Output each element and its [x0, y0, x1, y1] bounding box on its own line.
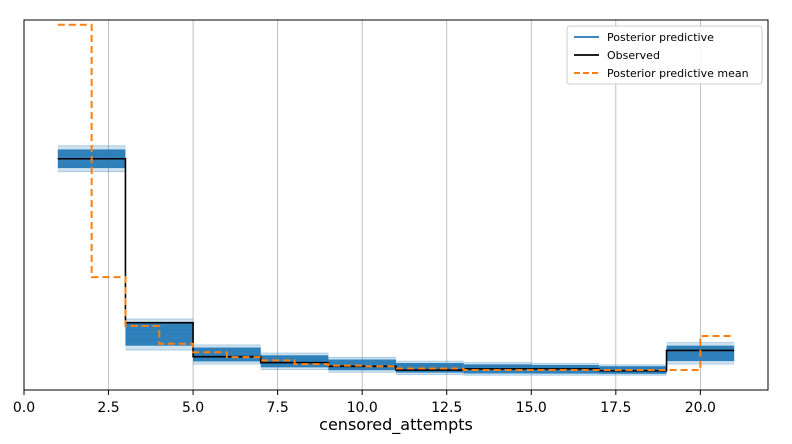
posterior-predictive-mean-line	[57, 23, 735, 372]
x-tick-label-4: 10.0	[347, 400, 378, 416]
x-tick-label-8: 20.0	[685, 400, 716, 416]
legend-box	[566, 25, 763, 85]
legend-label-posterior-predictive-mean: Posterior predictive mean	[607, 67, 749, 80]
posterior-predictive-core-4	[328, 359, 396, 371]
x-tick-label-3: 7.5	[267, 400, 289, 416]
x-axis: 0.0 2.5 5.0 7.5 10.0 12.5 15.0 17.5 20.0	[13, 390, 716, 416]
plot-area-frame	[23, 19, 769, 391]
x-tick-label-7: 17.5	[600, 400, 631, 416]
x-tick-label-5: 12.5	[431, 400, 462, 416]
legend: Posterior predictive Observed Posterior …	[566, 25, 763, 85]
x-tick-label-2: 5.0	[182, 400, 204, 416]
x-tick-label-1: 2.5	[97, 400, 119, 416]
x-tick-label-0: 0.0	[13, 400, 35, 416]
legend-label-posterior-predictive: Posterior predictive	[607, 31, 714, 44]
x-tick-label-6: 15.0	[516, 400, 547, 416]
x-axis-title: censored_attempts	[319, 415, 473, 435]
legend-label-observed: Observed	[607, 49, 660, 62]
posterior-predictive-mean-series	[57, 23, 735, 372]
